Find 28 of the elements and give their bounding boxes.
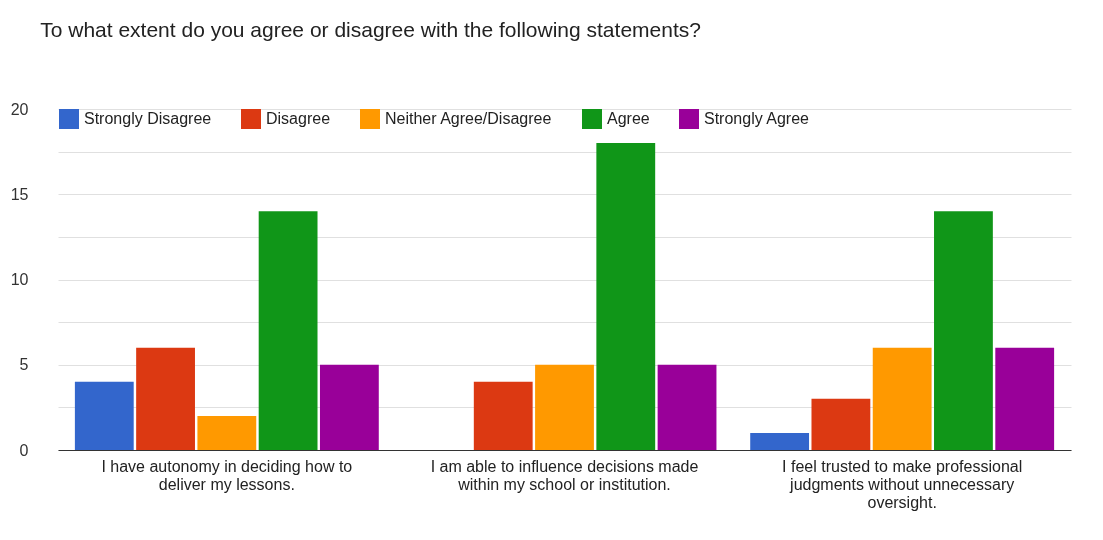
bar (811, 398, 871, 450)
legend-label: Strongly Agree (704, 110, 810, 127)
x-tick-label: I am able to influence decisions made within my school or institution. (430, 457, 699, 493)
bar (872, 347, 932, 450)
bar (473, 381, 533, 450)
bar (995, 347, 1055, 450)
bar (750, 432, 810, 450)
legend-label: Neither Agree/Disagree (385, 110, 552, 127)
bar (136, 347, 195, 450)
bar (934, 211, 993, 450)
y-tick-label: 10 (10, 271, 29, 288)
y-tick-label: 15 (10, 185, 29, 203)
y-tick-label: 0 (19, 441, 29, 459)
bar (74, 381, 134, 450)
bar (197, 415, 257, 450)
y-tick-label: 20 (10, 100, 29, 118)
x-tick-label: I have autonomy in deciding how to deliver my lessons. (101, 457, 353, 493)
x-tick-label: I feel trusted to make professional judgments without unnecessary oversight. (782, 457, 1023, 511)
y-tick-label: 5 (19, 356, 29, 374)
bar (535, 364, 594, 450)
legend-label: Agree (607, 110, 650, 127)
chart-title: To what extent do you agree or disagree with the following statements? (40, 18, 701, 41)
bar (319, 364, 379, 450)
bar (657, 364, 717, 450)
bar (596, 143, 656, 450)
legend-label: Strongly Disagree (84, 110, 212, 127)
bar (258, 211, 318, 450)
legend-label: Disagree (266, 110, 331, 127)
